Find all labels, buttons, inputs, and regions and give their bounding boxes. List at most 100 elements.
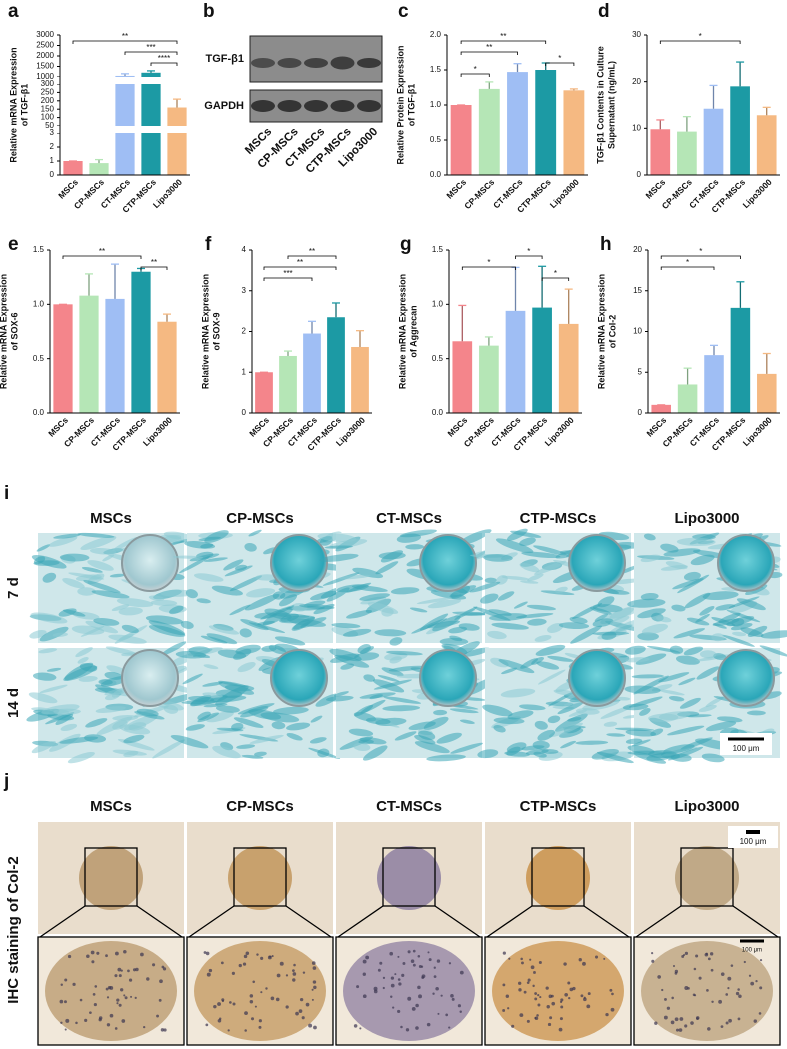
bar [141,72,161,175]
nucleus [114,1027,118,1030]
nucleus [748,974,752,977]
significance-label: * [554,269,557,278]
stain-texture [148,595,165,601]
y-tick-label: 2000 [36,51,54,60]
stain-texture [382,705,421,712]
nucleus [417,954,421,958]
nucleus [720,1025,724,1029]
nucleus [249,994,254,998]
culture-dish [717,534,775,592]
culture-dish [568,649,626,707]
y-tick-label: 20 [633,245,642,254]
stain-texture [427,599,462,609]
stain-texture [711,633,725,642]
y-tick-label: 0.0 [430,170,442,179]
stain-texture [180,620,194,629]
nucleus [245,951,250,956]
stain-texture [236,744,256,749]
stain-texture [643,533,656,541]
tissue [79,846,143,910]
nucleus [382,976,386,979]
nucleus [244,1029,247,1032]
nucleus [610,1007,615,1012]
y-axis-label: Relative mRNA Expressionof Col-2 [597,274,618,389]
nucleus [559,1017,563,1021]
culture-dish [419,649,477,707]
stain-texture [625,738,643,745]
nucleus [114,951,119,956]
nucleus [72,982,76,986]
nucleus [353,1024,358,1028]
nucleus [94,985,98,988]
stain-texture [676,537,716,547]
stain-texture [625,645,646,655]
nucleus [152,963,156,967]
nucleus [502,983,506,987]
significance-label: ** [151,258,157,267]
y-axis-label-line: Relative mRNA Expression [0,274,9,389]
stain-texture [362,745,388,761]
nucleus [390,976,395,980]
nucleus [410,959,415,963]
nucleus [120,988,124,992]
zoom-connector [188,905,235,938]
stain-texture [570,625,602,644]
stain-texture [450,742,483,754]
nucleus [64,1028,67,1031]
significance-bracket [263,266,337,270]
panel-letter: f [205,234,212,255]
stain-texture [136,708,159,717]
stain-texture [200,635,228,644]
nucleus [206,972,211,977]
nucleus [737,988,740,991]
stain-texture [521,551,561,559]
y-axis-label-line: of Aggrecan [409,305,419,357]
bar [327,317,345,413]
stain-texture [740,627,764,637]
y-axis-label-line: Relative mRNA Expression [9,47,19,162]
nucleus [221,999,225,1003]
stain-texture [348,728,374,737]
nucleus [560,1005,564,1009]
nucleus [727,976,732,981]
stain-texture [519,704,546,711]
stain-texture [317,533,357,542]
nucleus [547,1022,552,1027]
y-tick-label: 250 [41,88,55,97]
stain-texture [389,637,403,646]
stain-texture [702,591,739,601]
bar [478,88,500,175]
scale-bar-label: 100 μm [733,744,760,753]
y-axis-label: TGF-β1 Contents in CultureSupernatant (n… [596,46,617,164]
stain-texture [319,553,359,562]
x-tick-label: CP-MSCs [462,177,496,211]
nucleus [418,965,422,969]
stain-texture [513,601,528,609]
bar [532,307,552,413]
stain-texture [124,714,158,731]
stain-texture [557,701,584,715]
stain-texture [331,622,361,629]
y-tick-label: 1 [242,367,247,376]
stain-texture [396,533,422,543]
y-axis-label: Relative mRNA Expressionof TGF-β1 [9,47,30,162]
nucleus [445,1013,449,1017]
stain-texture [71,625,105,635]
stain-texture [80,536,117,551]
culture-dish [717,649,775,707]
zoom-connector [486,905,533,938]
y-tick-label: 1.5 [33,245,45,254]
nucleus [507,1007,510,1010]
nucleus [313,1025,317,1030]
stain-texture [383,696,422,704]
nucleus [718,999,722,1004]
bar [563,90,585,175]
stain-texture [53,533,81,539]
x-tick-label: Lipo3000 [548,177,581,210]
stain-texture [603,589,630,595]
y-tick-label: 0 [242,408,247,417]
stain-texture [690,554,715,566]
stain-texture [637,632,659,641]
nucleus [389,951,394,956]
blot-row-label: GAPDH [204,100,244,112]
